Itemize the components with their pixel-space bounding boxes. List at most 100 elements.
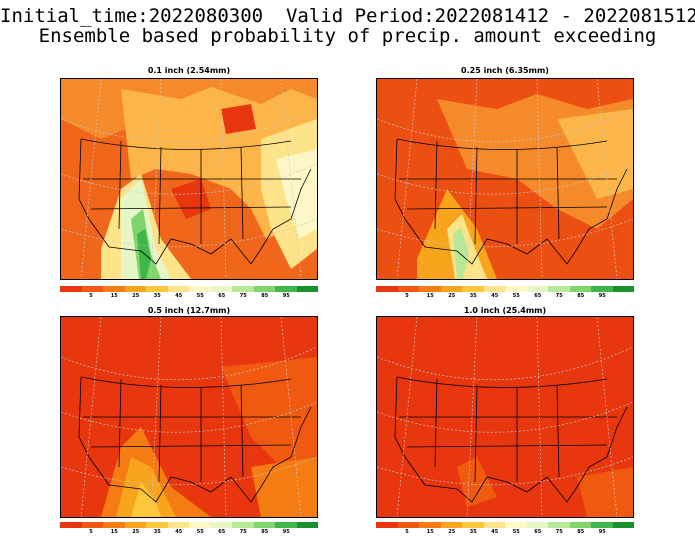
colorbar-segment	[60, 522, 82, 528]
colorbar-segment	[167, 286, 189, 292]
colorbar-segment	[103, 522, 125, 528]
colorbar-tick-label: 5	[405, 529, 409, 535]
colorbar-tick-label: 45	[175, 529, 183, 535]
colorbar-tick-label: 95	[598, 529, 606, 535]
colorbar-segment	[189, 286, 211, 292]
colorbar-tick-label: 25	[132, 529, 140, 535]
panel-3-map-svg	[61, 317, 317, 517]
panel-4-title: 1.0 inch (25.4mm)	[463, 306, 547, 315]
colorbar-segment	[103, 286, 125, 292]
panel-4-map-svg	[377, 317, 633, 517]
colorbar-segment	[419, 522, 441, 528]
colorbar-segment	[124, 286, 146, 292]
colorbar-tick-label: 75	[555, 293, 563, 299]
colorbar-segment	[483, 286, 505, 292]
colorbar-tick-label: 95	[598, 293, 606, 299]
colorbar-tick-label: 15	[110, 529, 118, 535]
colorbar-tick-label: 85	[577, 529, 585, 535]
colorbar-segment	[419, 286, 441, 292]
colorbar-tick-label: 35	[469, 293, 477, 299]
colorbar-segment	[526, 286, 548, 292]
colorbar-tick-label: 55	[196, 529, 204, 535]
colorbar-tick-label: 95	[282, 293, 290, 299]
colorbar-segment	[210, 286, 232, 292]
colorbar-segment	[296, 522, 318, 528]
colorbar-segment	[548, 522, 570, 528]
colorbar-tick-label: 55	[196, 293, 204, 299]
colorbar-segment	[253, 522, 275, 528]
colorbar-tick-label: 75	[555, 529, 563, 535]
panel-2-map	[376, 78, 634, 280]
colorbar-segment	[376, 522, 398, 528]
colorbar-tick-label: 15	[110, 293, 118, 299]
colorbar-segment	[275, 286, 297, 292]
colorbar-segment	[591, 522, 613, 528]
colorbar-segment	[253, 286, 275, 292]
colorbar-tick-label: 65	[218, 529, 226, 535]
colorbar-segment	[167, 522, 189, 528]
panel-1-title: 0.1 inch (2.54mm)	[147, 66, 231, 75]
colorbar-tick-label: 65	[534, 293, 542, 299]
panel-3-map	[60, 316, 318, 518]
colorbar-segment	[612, 522, 634, 528]
colorbar-segment	[124, 522, 146, 528]
colorbar-tick-label: 25	[448, 529, 456, 535]
chart-title-line-1: Initial_time:2022080300 Valid Period:202…	[0, 5, 695, 27]
colorbar-segment	[275, 522, 297, 528]
colorbar-segment	[462, 286, 484, 292]
colorbar-segment	[505, 286, 527, 292]
colorbar-tick-label: 35	[153, 529, 161, 535]
panel-4-colorbar	[376, 522, 634, 528]
panel-2-map-svg	[377, 79, 633, 279]
colorbar-segment	[526, 522, 548, 528]
colorbar-tick-label: 75	[239, 529, 247, 535]
colorbar-tick-label: 15	[426, 293, 434, 299]
colorbar-segment	[81, 522, 103, 528]
colorbar-segment	[81, 286, 103, 292]
colorbar-tick-label: 55	[512, 293, 520, 299]
panel-3-title: 0.5 inch (12.7mm)	[147, 306, 231, 315]
colorbar-segment	[569, 286, 591, 292]
colorbar-segment	[483, 522, 505, 528]
colorbar-tick-label: 5	[405, 293, 409, 299]
chart-title-line-2: Ensemble based probability of precip. am…	[38, 25, 657, 47]
colorbar-tick-label: 25	[448, 293, 456, 299]
colorbar-tick-label: 65	[218, 293, 226, 299]
colorbar-segment	[397, 286, 419, 292]
colorbar-segment	[440, 286, 462, 292]
panel-3-colorbar	[60, 522, 318, 528]
panel-2-colorbar	[376, 286, 634, 292]
colorbar-segment	[189, 522, 211, 528]
panel-2-title: 0.25 inch (6.35mm)	[461, 66, 549, 75]
colorbar-tick-label: 55	[512, 529, 520, 535]
colorbar-segment	[60, 286, 82, 292]
colorbar-tick-label: 85	[261, 529, 269, 535]
colorbar-tick-label: 75	[239, 293, 247, 299]
colorbar-tick-label: 45	[491, 293, 499, 299]
colorbar-tick-label: 85	[261, 293, 269, 299]
colorbar-tick-label: 95	[282, 529, 290, 535]
colorbar-tick-label: 35	[153, 293, 161, 299]
colorbar-segment	[462, 522, 484, 528]
colorbar-segment	[505, 522, 527, 528]
colorbar-tick-label: 35	[469, 529, 477, 535]
colorbar-tick-label: 85	[577, 293, 585, 299]
panel-1-colorbar	[60, 286, 318, 292]
colorbar-tick-label: 25	[132, 293, 140, 299]
colorbar-segment	[146, 522, 168, 528]
colorbar-segment	[232, 286, 254, 292]
colorbar-tick-label: 45	[491, 529, 499, 535]
colorbar-segment	[548, 286, 570, 292]
colorbar-tick-label: 5	[89, 529, 93, 535]
colorbar-segment	[146, 286, 168, 292]
colorbar-segment	[612, 286, 634, 292]
colorbar-tick-label: 5	[89, 293, 93, 299]
colorbar-segment	[397, 522, 419, 528]
colorbar-segment	[232, 522, 254, 528]
colorbar-tick-label: 65	[534, 529, 542, 535]
colorbar-tick-label: 45	[175, 293, 183, 299]
colorbar-segment	[591, 286, 613, 292]
colorbar-segment	[296, 286, 318, 292]
colorbar-segment	[376, 286, 398, 292]
colorbar-segment	[440, 522, 462, 528]
